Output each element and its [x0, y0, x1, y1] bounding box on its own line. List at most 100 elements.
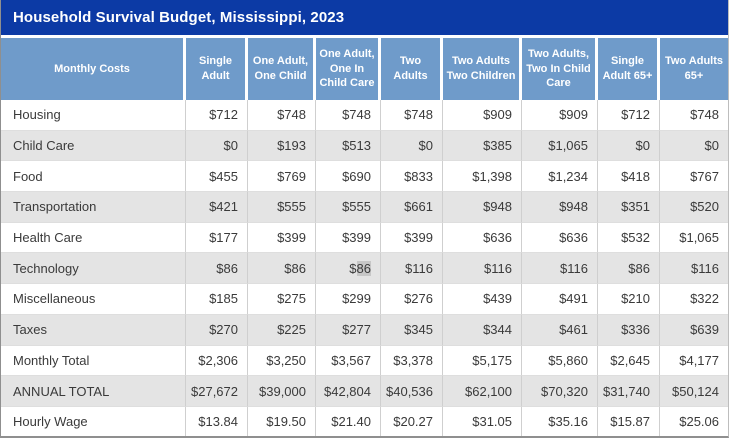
value-cell: $690 — [316, 161, 381, 193]
row-label: Food — [1, 161, 186, 193]
value-cell: $27,672 — [186, 376, 248, 407]
value-cell: $661 — [381, 192, 443, 223]
value-cell: $276 — [381, 284, 443, 315]
value-cell: $2,306 — [186, 345, 248, 377]
column-header: Single Adult 65+ — [598, 38, 660, 100]
value-cell: $116 — [660, 253, 728, 285]
value-cell: $70,320 — [522, 376, 598, 407]
column-header: Two Adults 65+ — [660, 38, 728, 100]
table-row: Health Care $177 $399 $399 $399 $636 $636 $532 $… — [1, 222, 728, 254]
value-cell: $0 — [381, 130, 443, 162]
value-cell: $4,177 — [660, 345, 728, 377]
value-cell: $177 — [186, 222, 248, 254]
value-cell: $299 — [316, 284, 381, 315]
value-cell: $748 — [381, 100, 443, 131]
column-header: Single Adult — [186, 38, 248, 100]
value-cell: $0 — [660, 130, 728, 162]
table-row: Food $455 $769 $690 $833 $1,398 $1,234 $418 $767 — [1, 161, 728, 193]
value-cell: $491 — [522, 284, 598, 315]
value-cell: $520 — [660, 192, 728, 223]
value-cell: $116 — [381, 253, 443, 285]
value-cell: $385 — [443, 130, 522, 162]
value-cell: $275 — [248, 284, 316, 315]
value-cell: $270 — [186, 314, 248, 346]
value-cell: $3,250 — [248, 345, 316, 377]
value-cell: $439 — [443, 284, 522, 315]
value-cell: $345 — [381, 314, 443, 346]
table-row: ANNUAL TOTAL $27,672 $39,000 $42,804 $40,536… — [1, 376, 728, 407]
value-cell: $193 — [248, 130, 316, 162]
row-label: Technology — [1, 253, 186, 285]
table-row: Child Care $0 $193 $513 $0 $385 $1,065 $0 $0 — [1, 130, 728, 162]
table-body: Housing $712 $748 $748 $748 $909 $909 $712 $748 C… — [1, 100, 728, 436]
value-cell: $116 — [443, 253, 522, 285]
column-header-monthly-costs: Monthly Costs — [1, 38, 186, 100]
value-cell: $5,860 — [522, 345, 598, 377]
value-cell: $3,567 — [316, 345, 381, 377]
table-row: Taxes $270 $225 $277 $345 $344 $461 $336 $639 — [1, 314, 728, 346]
value-cell: $5,175 — [443, 345, 522, 377]
value-cell: $31.05 — [443, 406, 522, 436]
value-cell: $418 — [598, 161, 660, 193]
column-header: Two Adults — [381, 38, 443, 100]
value-cell: $555 — [316, 192, 381, 223]
value-cell: $3,378 — [381, 345, 443, 377]
value-cell: $35.16 — [522, 406, 598, 436]
row-label: Housing — [1, 100, 186, 131]
table-row: Housing $712 $748 $748 $748 $909 $909 $712 $748 — [1, 100, 728, 131]
value-cell: $455 — [186, 161, 248, 193]
value-cell: $1,398 — [443, 161, 522, 193]
row-label: ANNUAL TOTAL — [1, 376, 186, 407]
value-cell: $748 — [660, 100, 728, 131]
value-cell: $86 — [598, 253, 660, 285]
value-cell: $86 — [248, 253, 316, 285]
value-cell: $712 — [186, 100, 248, 131]
value-cell: $639 — [660, 314, 728, 346]
value-cell: $351 — [598, 192, 660, 223]
row-label: Health Care — [1, 222, 186, 254]
value-cell: $40,536 — [381, 376, 443, 407]
value-cell: $42,804 — [316, 376, 381, 407]
value-cell: $748 — [316, 100, 381, 131]
value-cell: $21.40 — [316, 406, 381, 436]
value-cell: $636 — [522, 222, 598, 254]
value-cell: $25.06 — [660, 406, 728, 436]
table-row: Monthly Total $2,306 $3,250 $3,567 $3,378 $5,… — [1, 345, 728, 377]
value-cell: $20.27 — [381, 406, 443, 436]
value-cell: $748 — [248, 100, 316, 131]
value-cell: $185 — [186, 284, 248, 315]
value-cell: $769 — [248, 161, 316, 193]
value-cell: $116 — [522, 253, 598, 285]
value-cell: $210 — [598, 284, 660, 315]
value-cell: $86 — [316, 253, 381, 285]
row-label: Hourly Wage — [1, 406, 186, 436]
value-cell: $1,065 — [522, 130, 598, 162]
value-cell: $948 — [443, 192, 522, 223]
value-cell: $555 — [248, 192, 316, 223]
value-cell: $15.87 — [598, 406, 660, 436]
value-cell: $322 — [660, 284, 728, 315]
value-cell: $833 — [381, 161, 443, 193]
value-cell: $399 — [316, 222, 381, 254]
value-cell: $31,740 — [598, 376, 660, 407]
row-label: Child Care — [1, 130, 186, 162]
value-cell: $225 — [248, 314, 316, 346]
value-cell: $532 — [598, 222, 660, 254]
row-label: Transportation — [1, 192, 186, 223]
value-cell: $399 — [248, 222, 316, 254]
table-title: Household Survival Budget, Mississippi, … — [1, 0, 728, 35]
value-cell: $19.50 — [248, 406, 316, 436]
table-row: Hourly Wage $13.84 $19.50 $21.40 $20.27 $31.0… — [1, 406, 728, 436]
value-cell: $1,234 — [522, 161, 598, 193]
value-cell: $461 — [522, 314, 598, 346]
value-cell: $62,100 — [443, 376, 522, 407]
row-label: Monthly Total — [1, 345, 186, 377]
selected-text: 86 — [356, 260, 371, 276]
table-row: Transportation $421 $555 $555 $661 $948 $948 $3… — [1, 192, 728, 223]
value-cell: $636 — [443, 222, 522, 254]
value-cell: $86 — [186, 253, 248, 285]
column-header: One Adult, One In Child Care — [316, 38, 381, 100]
value-cell: $50,124 — [660, 376, 728, 407]
value-cell: $2,645 — [598, 345, 660, 377]
